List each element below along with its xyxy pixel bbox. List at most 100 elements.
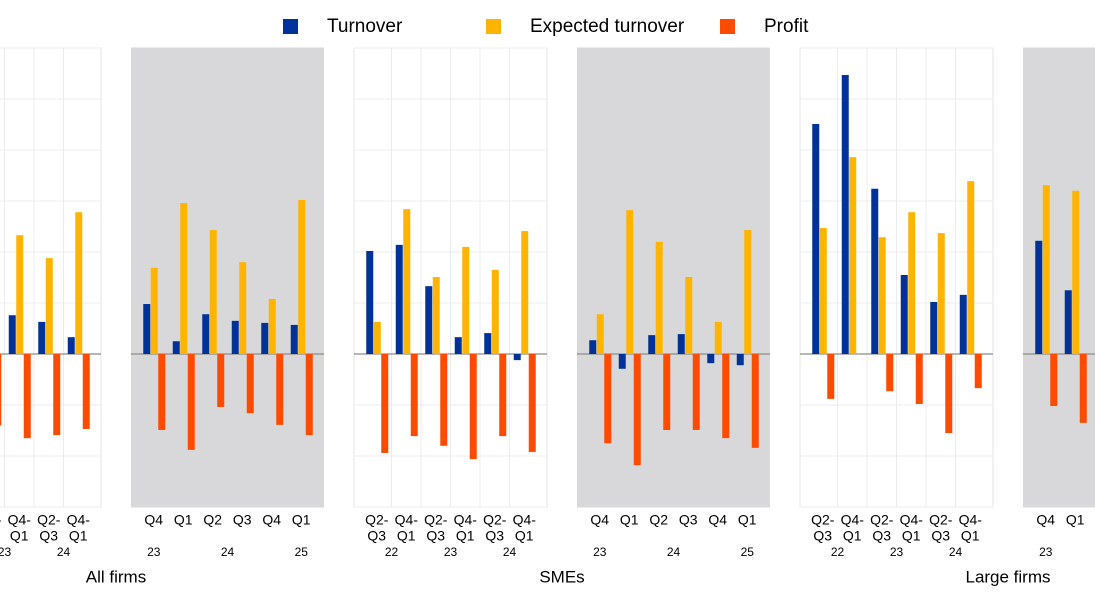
group-title: SMEs bbox=[539, 567, 584, 586]
period-label: 22 bbox=[831, 545, 845, 559]
x-tick-label: Q4 bbox=[590, 512, 609, 528]
x-tick-label: Q3 bbox=[39, 528, 58, 544]
x-tick-label: Q4- bbox=[900, 512, 924, 528]
bar bbox=[930, 301, 938, 354]
bar bbox=[0, 354, 2, 426]
legend-swatch bbox=[486, 19, 501, 34]
bar bbox=[246, 354, 254, 414]
bar bbox=[841, 75, 849, 354]
bar bbox=[655, 241, 663, 354]
x-tick-label: Q2 bbox=[649, 512, 668, 528]
x-tick-label: Q1 bbox=[10, 528, 29, 544]
bar bbox=[381, 354, 389, 453]
bar bbox=[38, 321, 46, 354]
bar bbox=[1050, 354, 1058, 407]
x-tick-label: Q4 bbox=[708, 512, 727, 528]
legend-label: Turnover bbox=[327, 16, 403, 37]
bar bbox=[305, 354, 313, 436]
x-tick-label: Q3 bbox=[872, 528, 891, 544]
bar bbox=[172, 341, 180, 354]
x-tick-label: Q4- bbox=[841, 512, 865, 528]
x-tick-label: Q1 bbox=[174, 512, 193, 528]
x-tick-label: Q4- bbox=[454, 512, 478, 528]
x-tick-label: Q1 bbox=[843, 528, 862, 544]
bar bbox=[528, 354, 536, 452]
bar bbox=[75, 212, 83, 354]
x-tick-label: Q4- bbox=[8, 512, 32, 528]
bar bbox=[827, 354, 835, 399]
legend-label: Profit bbox=[764, 16, 809, 37]
bar bbox=[395, 244, 403, 354]
bar bbox=[261, 322, 269, 354]
bar bbox=[908, 212, 916, 354]
bar bbox=[268, 298, 276, 354]
bar bbox=[209, 230, 217, 354]
bar bbox=[67, 337, 75, 354]
bar bbox=[722, 354, 730, 439]
bar bbox=[187, 354, 195, 450]
bar bbox=[604, 354, 612, 444]
x-tick-label: Q4- bbox=[959, 512, 983, 528]
bar bbox=[945, 354, 953, 434]
bar bbox=[217, 354, 225, 408]
bar bbox=[812, 123, 820, 355]
bar bbox=[707, 354, 715, 364]
bar bbox=[425, 286, 433, 354]
bar bbox=[239, 262, 247, 354]
bar bbox=[454, 337, 462, 354]
group-title: All firms bbox=[86, 567, 146, 586]
bar bbox=[484, 333, 492, 354]
x-tick-label: Q2- bbox=[870, 512, 894, 528]
x-tick-label: Q1 bbox=[1066, 512, 1085, 528]
x-tick-label: Q1 bbox=[902, 528, 921, 544]
bar bbox=[231, 320, 239, 354]
bar bbox=[202, 314, 210, 354]
bar bbox=[150, 267, 158, 354]
bar bbox=[1035, 240, 1043, 354]
legend-label: Expected turnover bbox=[530, 16, 685, 37]
x-tick-label: Q4- bbox=[513, 512, 537, 528]
bar bbox=[685, 276, 693, 354]
bar bbox=[180, 203, 188, 354]
period-label: 23 bbox=[1039, 545, 1053, 559]
bar bbox=[366, 250, 374, 354]
x-tick-label: Q2- bbox=[483, 512, 507, 528]
x-tick-label: Q4- bbox=[67, 512, 91, 528]
x-tick-label: Q3 bbox=[485, 528, 504, 544]
bar bbox=[462, 246, 470, 354]
period-label: 25 bbox=[741, 545, 755, 559]
bar bbox=[974, 354, 982, 389]
x-tick-label: Q3 bbox=[426, 528, 445, 544]
period-label: 24 bbox=[57, 545, 71, 559]
bar bbox=[819, 228, 827, 354]
period-label: 23 bbox=[147, 545, 161, 559]
x-tick-label: Q3 bbox=[931, 528, 950, 544]
bar bbox=[1042, 185, 1050, 354]
x-tick-label: Q1 bbox=[292, 512, 311, 528]
bar bbox=[521, 231, 529, 354]
x-tick-label: Q2- bbox=[424, 512, 448, 528]
x-tick-label: Q1 bbox=[515, 528, 534, 544]
bar bbox=[596, 314, 604, 354]
bar bbox=[410, 354, 418, 437]
period-label: 23 bbox=[444, 545, 458, 559]
bar bbox=[373, 321, 381, 354]
x-tick-label: Q3 bbox=[679, 512, 698, 528]
bar bbox=[158, 354, 166, 430]
bar bbox=[663, 354, 671, 430]
bar bbox=[82, 354, 90, 429]
bar bbox=[513, 354, 521, 361]
period-label: 24 bbox=[667, 545, 681, 559]
x-tick-label: Q4 bbox=[1036, 512, 1055, 528]
x-tick-label: Q4 bbox=[262, 512, 281, 528]
bar bbox=[915, 354, 923, 404]
bar bbox=[886, 354, 894, 392]
bar bbox=[290, 324, 298, 354]
x-tick-label: Q3 bbox=[813, 528, 832, 544]
bar bbox=[677, 334, 685, 354]
x-tick-label: Q3 bbox=[233, 512, 252, 528]
bar bbox=[871, 188, 879, 354]
bar bbox=[692, 354, 700, 430]
bar bbox=[959, 294, 967, 354]
